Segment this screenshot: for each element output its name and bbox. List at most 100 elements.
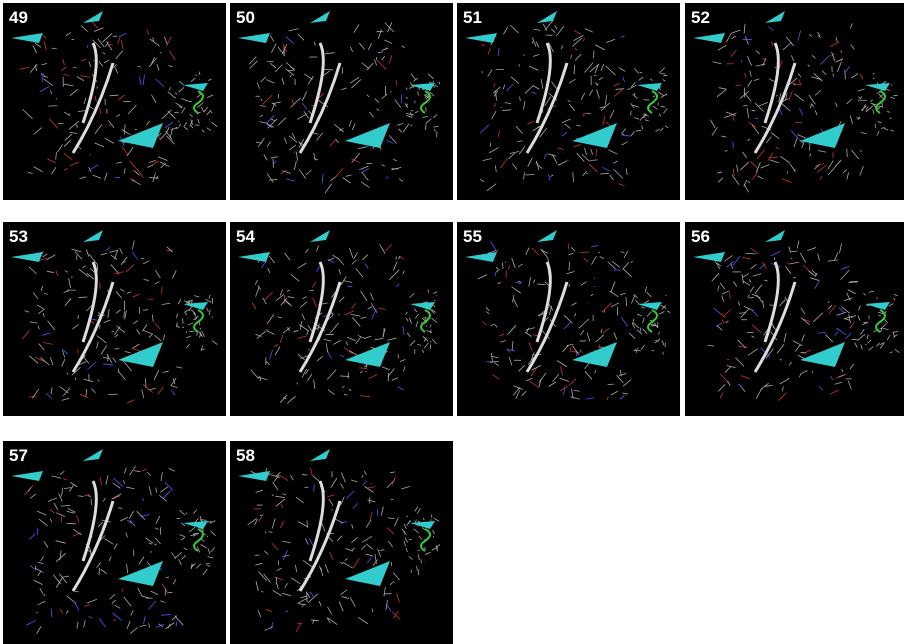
structure-stroke <box>75 252 82 260</box>
structure-stroke <box>640 72 643 73</box>
structure-stroke <box>720 392 723 398</box>
structure-stroke <box>572 123 617 148</box>
structure-stroke <box>259 122 268 124</box>
structure-stroke <box>398 387 404 390</box>
structure-stroke <box>284 137 287 143</box>
panel-label: 57 <box>9 446 28 466</box>
structure-stroke <box>25 311 30 313</box>
structure-stroke <box>183 521 208 529</box>
structure-stroke <box>771 133 779 139</box>
structure-stroke <box>116 115 120 117</box>
structure-stroke <box>889 118 891 119</box>
structure-stroke <box>261 77 266 82</box>
structure-stroke <box>799 108 802 115</box>
structure-stroke <box>71 277 73 278</box>
structure-stroke <box>667 311 670 313</box>
structure-stroke <box>163 335 164 341</box>
structure-stroke <box>663 109 667 114</box>
structure-stroke <box>585 63 593 73</box>
structure-stroke <box>356 337 361 344</box>
structure-stroke <box>120 517 128 521</box>
structure-stroke <box>80 177 87 179</box>
structure-stroke <box>637 314 641 316</box>
structure-stroke <box>780 378 790 384</box>
structure-stroke <box>860 96 862 98</box>
structure-stroke <box>106 475 108 484</box>
structure-stroke <box>276 568 281 570</box>
structure-stroke <box>893 298 895 300</box>
structure-stroke <box>351 480 357 482</box>
structure-stroke <box>889 304 894 306</box>
structure-stroke <box>156 516 160 523</box>
structure-stroke <box>312 282 315 287</box>
structure-stroke <box>422 528 425 530</box>
structure-stroke <box>22 331 29 340</box>
structure-stroke <box>756 162 760 172</box>
structure-stroke <box>156 176 157 179</box>
structure-stroke <box>807 247 816 250</box>
structure-stroke <box>366 520 371 528</box>
structure-stroke <box>397 593 400 602</box>
structure-stroke <box>417 566 418 571</box>
structure-stroke <box>815 163 824 166</box>
structure-stroke <box>744 92 751 101</box>
structure-stroke <box>132 180 141 185</box>
structure-stroke <box>186 336 191 338</box>
structure-stroke <box>303 560 312 567</box>
structure-stroke <box>288 297 295 298</box>
structure-stroke <box>377 60 386 70</box>
structure-stroke <box>129 161 136 169</box>
structure-stroke <box>731 30 741 33</box>
structure-stroke <box>716 323 722 327</box>
structure-stroke <box>176 313 178 317</box>
structure-stroke <box>36 612 37 613</box>
structure-stroke <box>596 149 597 156</box>
structure-stroke <box>207 536 208 537</box>
structure-stroke <box>314 380 315 389</box>
structure-stroke <box>587 173 588 174</box>
structure-stroke <box>100 476 102 485</box>
structure-stroke <box>432 318 437 322</box>
structure-stroke <box>256 581 258 591</box>
structure-stroke <box>149 333 153 337</box>
structure-stroke <box>613 169 623 178</box>
structure-stroke <box>732 36 736 39</box>
structure-stroke <box>596 335 604 342</box>
structure-stroke <box>596 89 599 98</box>
structure-stroke <box>537 284 545 285</box>
structure-stroke <box>80 76 90 78</box>
structure-stroke <box>306 170 312 175</box>
structure-stroke <box>83 11 103 23</box>
structure-stroke <box>49 118 58 128</box>
structure-stroke <box>842 369 843 372</box>
structure-stroke <box>606 66 616 75</box>
structure-stroke <box>619 68 625 72</box>
structure-stroke <box>424 343 428 348</box>
structure-stroke <box>270 350 273 360</box>
structure-stroke <box>328 390 334 395</box>
structure-stroke <box>95 96 96 102</box>
structure-stroke <box>154 335 161 341</box>
structure-stroke <box>94 28 104 32</box>
structure-stroke <box>344 394 347 395</box>
structure-stroke <box>298 263 307 268</box>
structure-stroke <box>28 487 31 491</box>
structure-stroke <box>43 76 47 77</box>
structure-stroke <box>488 70 492 77</box>
structure-stroke <box>206 299 212 302</box>
structure-stroke <box>742 274 744 284</box>
structure-stroke <box>275 347 280 356</box>
structure-stroke <box>858 89 865 91</box>
structure-stroke <box>149 601 156 609</box>
structure-stroke <box>851 44 855 49</box>
structure-stroke <box>65 298 72 305</box>
structure-stroke <box>272 519 275 529</box>
structure-stroke <box>878 122 882 124</box>
structure-stroke <box>268 268 270 273</box>
structure-stroke <box>149 58 156 67</box>
structure-stroke <box>271 119 275 121</box>
structure-stroke <box>818 150 826 152</box>
structure-stroke <box>265 532 266 534</box>
structure-stroke <box>739 384 743 388</box>
figure: 49505152535455565758 <box>0 0 904 644</box>
